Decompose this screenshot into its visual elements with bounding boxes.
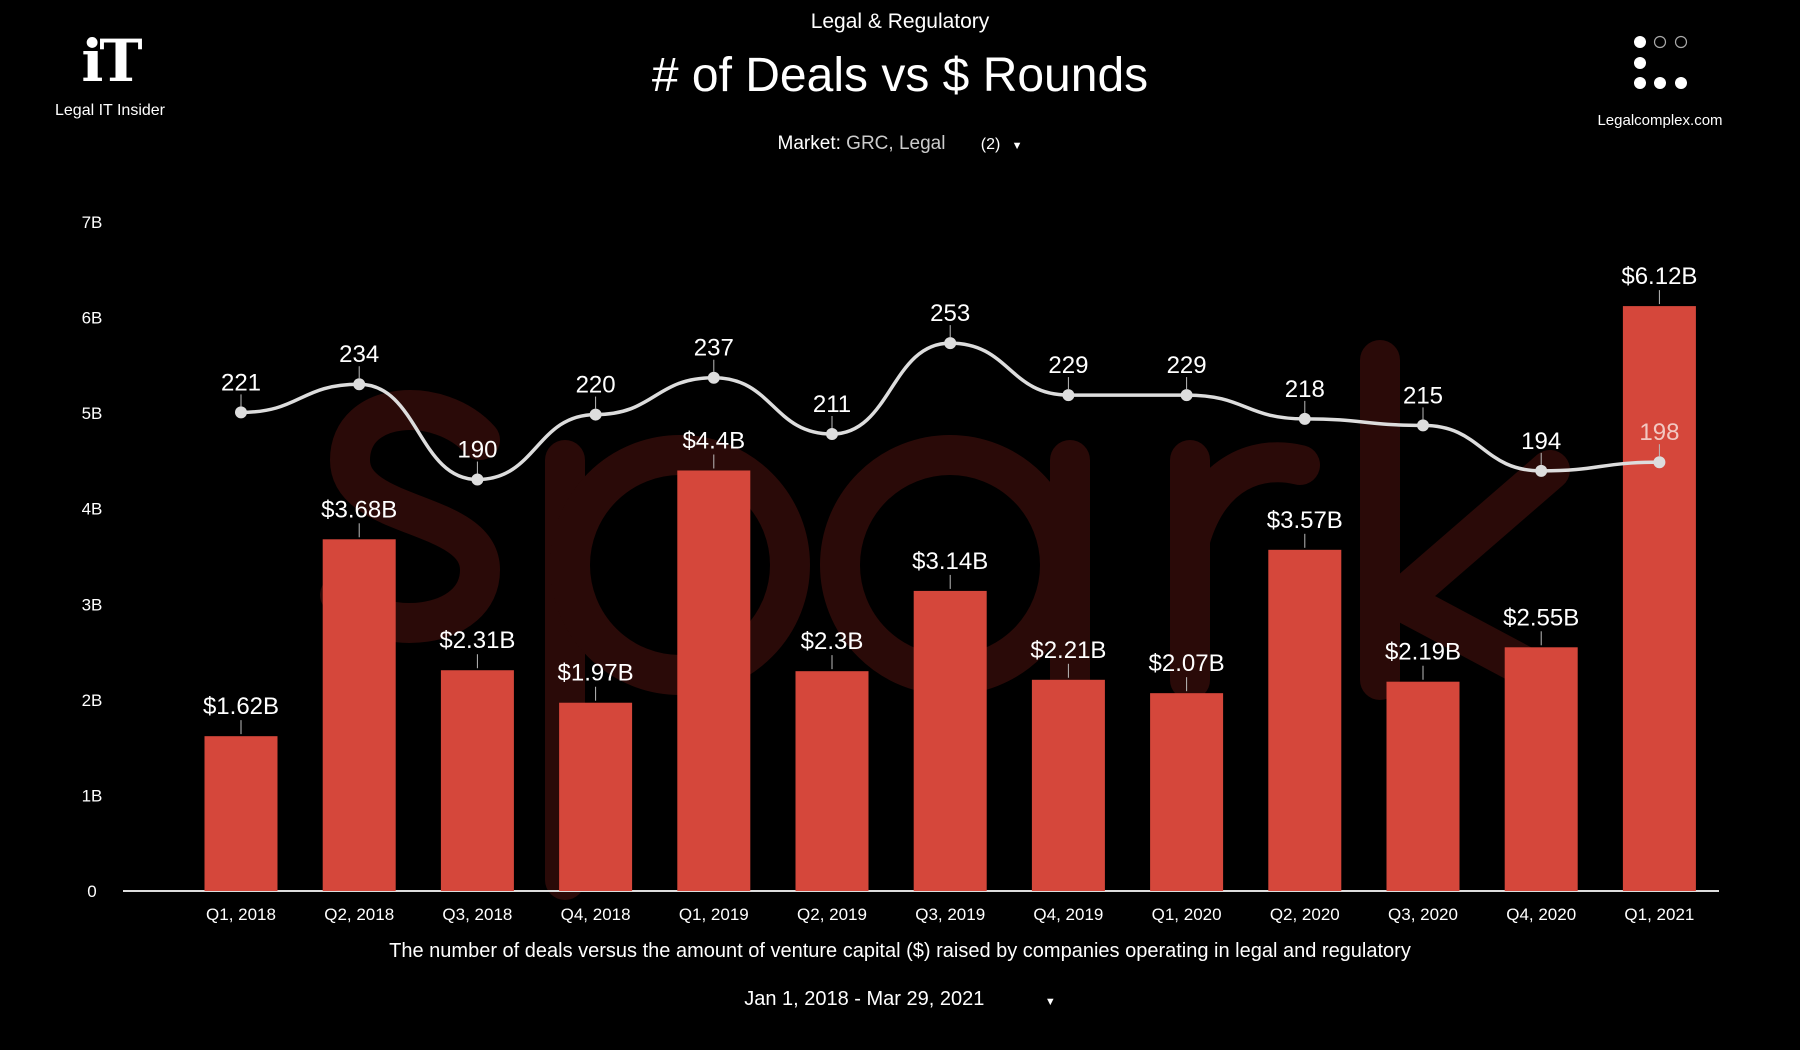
bar-value-label: $1.62B [203,693,279,720]
deals-point [944,337,957,350]
y-tick-label: 5B [82,404,103,423]
deals-point [1535,464,1548,477]
bar [1268,549,1342,891]
deals-point [353,378,366,391]
bar-value-label: $3.57B [1267,507,1343,534]
deals-value-label: 190 [457,437,497,464]
bar [559,702,633,891]
deals-value-label: 234 [339,341,379,368]
deals-point [589,408,602,421]
deals-value-label: 229 [1167,352,1207,379]
y-tick-label: 6B [82,309,103,328]
bar [677,470,751,891]
x-tick-label: Q3, 2019 [915,905,985,924]
legalcomplex-dots-icon [1634,35,1688,89]
bar [1622,306,1696,891]
bar-value-label: $4.4B [682,427,745,454]
x-tick-label: Q4, 2019 [1033,905,1103,924]
spark-watermark-letter-r [1170,440,1320,700]
bar [913,590,987,891]
x-tick-label: Q2, 2020 [1270,905,1340,924]
x-tick-label: Q4, 2020 [1506,905,1576,924]
deals-point [1180,389,1193,402]
y-tick-label: 0 [87,882,96,901]
y-tick-label: 1B [82,786,103,805]
deals-point [707,371,720,384]
legalcomplex-logo: Legalcomplex.com [1580,30,1740,129]
bar [795,671,869,891]
y-tick-label: 3B [82,595,103,614]
market-filter[interactable]: Market: GRC, Legal (2) ▼ [778,133,1023,155]
legalcomplex-name: Legalcomplex.com [1597,112,1723,129]
x-tick-label: Q1, 2019 [679,905,749,924]
deals-point [826,428,838,441]
legal-it-insider-logo: iT Legal IT Insider [50,30,170,120]
bar-value-label: $2.31B [439,627,515,654]
deals-value-label: 237 [694,335,734,362]
bar [440,670,514,891]
x-tick-label: Q2, 2018 [324,905,394,924]
deals-point [1298,412,1311,425]
bar-value-label: $3.68B [321,496,397,523]
x-tick-label: Q1, 2021 [1624,905,1694,924]
deals-value-label: 220 [576,372,616,399]
deals-value-label: 215 [1403,382,1443,409]
deals-value-label: 211 [813,391,851,418]
y-tick-label: 4B [82,500,103,519]
deals-point [1062,389,1075,402]
spark-watermark-letter-k [1360,340,1570,700]
it-logo-mark: iT [81,27,142,95]
x-tick-label: Q1, 2020 [1152,905,1222,924]
x-tick-label: Q3, 2020 [1388,905,1458,924]
x-tick-label: Q1, 2018 [206,905,276,924]
date-range-picker[interactable]: Jan 1, 2018 - Mar 29, 2021 ▼ [744,988,1056,1011]
chevron-down-icon[interactable]: ▼ [1011,140,1023,152]
bar-value-label: $6.12B [1621,263,1697,290]
chart-supertitle: Legal & Regulatory [810,10,990,33]
deals-vs-rounds-chart: 0 1B 2B 3B 4B 5B 6B 7B $1.62B $3.68B $2.31B $1.97B… [82,213,1719,924]
bar-value-label: $2.3B [801,628,864,655]
market-filter-value: GRC, Legal [846,133,946,154]
chevron-down-icon[interactable]: ▼ [1044,996,1056,1008]
bar-value-label: $2.21B [1030,637,1106,664]
deals-value-label: 218 [1285,376,1325,403]
deals-point [471,473,484,486]
bar [1386,681,1460,891]
deals-value-label: 198 [1639,419,1679,446]
bar-value-label: $2.55B [1503,604,1579,631]
spark-watermark-letter-s [320,390,501,643]
y-tick-label: 7B [82,213,103,232]
legal-it-insider-name: Legal IT Insider [55,102,165,119]
market-filter-label: Market: [777,133,841,154]
x-tick-label: Q2, 2019 [797,905,867,924]
bar [1031,679,1105,891]
bar-value-label: $1.97B [558,660,634,687]
bar [322,539,396,891]
bar [204,736,278,891]
deals-value-label: 194 [1521,428,1561,455]
y-tick-label: 2B [82,691,103,710]
deals-point [1417,419,1429,432]
deals-point [235,406,247,419]
x-tick-label: Q3, 2018 [442,905,512,924]
deals-point [1653,456,1666,469]
deals-value-label: 221 [221,369,261,396]
x-tick-label: Q4, 2018 [561,905,631,924]
market-filter-count: (2) [980,136,1001,153]
date-range-value: Jan 1, 2018 - Mar 29, 2021 [744,988,985,1010]
bar [1504,647,1578,891]
deals-value-label: 229 [1048,352,1088,379]
deals-value-label: 253 [930,300,970,327]
chart-title: # of Deals vs $ Rounds [651,49,1149,102]
bar-value-label: $3.14B [912,548,988,575]
chart-caption: The number of deals versus the amount of… [389,940,1411,962]
bar [1150,693,1224,891]
bar-value-label: $2.07B [1149,650,1225,677]
bar-value-label: $2.19B [1385,639,1461,666]
